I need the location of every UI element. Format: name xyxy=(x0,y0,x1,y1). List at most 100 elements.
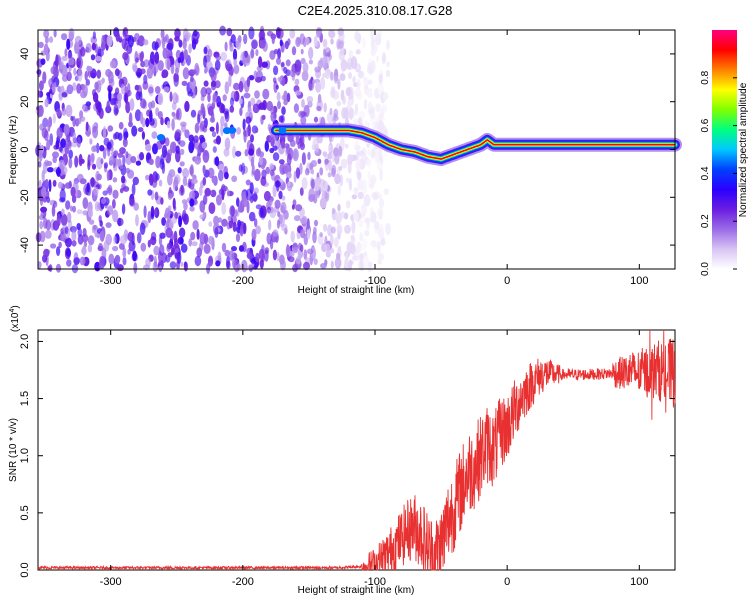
noise-blob xyxy=(180,184,184,196)
noise-blob xyxy=(339,73,346,81)
noise-blob xyxy=(241,162,246,175)
noise-blob xyxy=(378,73,383,85)
noise-blob xyxy=(243,265,250,271)
noise-blob xyxy=(178,227,186,238)
noise-blob xyxy=(328,144,332,153)
noise-blob xyxy=(222,108,230,115)
noise-blob xyxy=(146,66,154,79)
noise-blob xyxy=(317,135,323,144)
noise-blob xyxy=(192,30,198,37)
colorbar-tick-label: 0.4 xyxy=(700,166,711,180)
noise-blob xyxy=(215,55,222,61)
noise-blob xyxy=(61,208,65,216)
noise-blob xyxy=(313,35,318,47)
noise-blob xyxy=(99,220,103,227)
noise-blob xyxy=(92,125,99,139)
noise-blob xyxy=(157,92,164,106)
noise-blob xyxy=(208,202,216,214)
noise-blob xyxy=(41,127,48,139)
noise-blob xyxy=(294,78,300,86)
noise-blob xyxy=(377,120,385,133)
noise-blob xyxy=(77,68,83,82)
noise-blob xyxy=(377,250,382,258)
noise-blob xyxy=(183,49,188,61)
noise-blob xyxy=(356,171,362,181)
noise-blob xyxy=(381,104,388,114)
noise-blob xyxy=(175,109,180,120)
noise-blob xyxy=(37,41,44,49)
noise-blob xyxy=(325,250,331,258)
noise-blob xyxy=(60,138,66,149)
noise-blob xyxy=(155,173,160,181)
noise-blob xyxy=(172,179,178,191)
noise-blob xyxy=(214,156,220,167)
noise-blob xyxy=(147,239,151,248)
noise-blob xyxy=(254,90,260,99)
noise-blob xyxy=(208,221,213,228)
noise-blob xyxy=(132,250,138,262)
noise-blob xyxy=(257,56,263,68)
noise-blob xyxy=(324,181,328,192)
noise-blob xyxy=(272,152,280,162)
noise-blob xyxy=(122,137,128,148)
noise-blob xyxy=(264,140,269,152)
noise-blob xyxy=(108,78,115,88)
noise-blob xyxy=(235,233,241,243)
snr-panel: -300 -200 -100 0 100 0.00.51.01.52.0 (x104) … xyxy=(8,305,676,596)
noise-blob xyxy=(272,249,277,261)
noise-blob xyxy=(337,27,344,36)
noise-blob xyxy=(102,190,108,196)
noise-blob xyxy=(207,255,214,267)
noise-blob xyxy=(182,167,190,179)
noise-blob xyxy=(299,33,306,45)
noise-blob xyxy=(276,219,280,229)
noise-blob xyxy=(283,99,288,106)
noise-blob xyxy=(260,75,266,82)
noise-blob xyxy=(317,158,322,164)
noise-blob xyxy=(178,39,183,48)
noise-blob xyxy=(80,46,86,57)
noise-blob xyxy=(300,229,306,239)
noise-blob xyxy=(353,187,359,195)
noise-blob xyxy=(213,215,220,226)
noise-blob xyxy=(122,186,130,192)
noise-blob xyxy=(370,211,377,223)
noise-blob xyxy=(121,175,126,184)
noise-blob xyxy=(194,122,200,134)
noise-blob xyxy=(293,170,297,183)
chart-title: C2E4.2025.310.08.17.G28 xyxy=(298,3,453,18)
noise-blob xyxy=(266,232,272,245)
noise-blob xyxy=(340,59,348,72)
noise-blob xyxy=(108,89,112,102)
noise-blob xyxy=(310,168,314,175)
noise-blob xyxy=(283,162,290,174)
noise-blob xyxy=(139,111,144,125)
noise-blob xyxy=(199,185,203,196)
noise-blob xyxy=(154,191,159,201)
noise-blob xyxy=(239,226,244,237)
noise-blob xyxy=(274,199,281,209)
noise-blob xyxy=(228,66,234,76)
noise-blob xyxy=(313,258,318,266)
noise-blob xyxy=(259,39,266,49)
noise-blob xyxy=(137,35,145,47)
noise-blob xyxy=(101,77,105,84)
noise-blob xyxy=(189,198,195,207)
noise-blob xyxy=(364,230,370,237)
noise-blob xyxy=(224,249,230,257)
noise-blob xyxy=(58,146,63,152)
noise-blob xyxy=(51,205,56,217)
noise-blob xyxy=(68,157,73,169)
noise-blob xyxy=(233,64,240,75)
noise-blob xyxy=(150,100,156,109)
noise-blob xyxy=(235,150,242,157)
noise-blob xyxy=(340,211,346,219)
noise-blob xyxy=(286,92,291,103)
noise-blob xyxy=(355,158,361,171)
noise-blob xyxy=(251,228,257,241)
noise-blob xyxy=(77,117,82,125)
noise-blob xyxy=(74,185,78,199)
noise-blob xyxy=(295,64,301,76)
noise-blob xyxy=(358,218,364,228)
noise-blob xyxy=(320,263,327,269)
